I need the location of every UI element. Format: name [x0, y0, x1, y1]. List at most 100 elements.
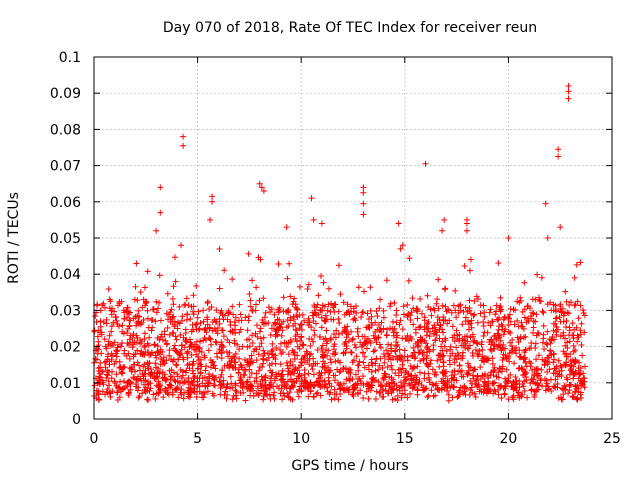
data-point — [577, 364, 584, 371]
data-point — [507, 371, 514, 378]
data-point — [184, 354, 191, 361]
data-point — [180, 395, 187, 402]
y-tick-label: 0.05 — [50, 231, 81, 247]
data-point — [287, 317, 294, 324]
data-point — [190, 303, 197, 310]
data-point — [307, 342, 314, 349]
data-point — [529, 329, 536, 336]
data-point — [552, 320, 559, 327]
data-point — [555, 153, 562, 160]
data-point — [394, 341, 401, 348]
data-point — [137, 321, 144, 328]
data-point — [147, 385, 154, 392]
data-point — [226, 349, 233, 356]
data-point — [367, 284, 374, 291]
data-point — [474, 319, 481, 326]
data-point — [327, 356, 334, 363]
data-point — [167, 384, 174, 391]
data-point — [236, 329, 243, 336]
data-point — [284, 362, 291, 369]
data-point — [488, 369, 495, 376]
data-point — [313, 378, 320, 385]
data-point — [444, 307, 451, 314]
data-point — [285, 368, 292, 375]
data-point — [114, 341, 121, 348]
data-point — [417, 296, 424, 303]
data-point — [293, 311, 300, 318]
data-point — [134, 359, 141, 366]
data-point — [354, 328, 361, 335]
data-point — [397, 317, 404, 324]
data-point — [405, 371, 412, 378]
data-point — [258, 340, 265, 347]
y-tick-label: 0.08 — [50, 122, 81, 138]
data-point — [304, 380, 311, 387]
data-point — [576, 371, 583, 378]
data-point — [509, 394, 516, 401]
data-point — [428, 312, 435, 319]
data-point — [323, 327, 330, 334]
data-point — [497, 337, 504, 344]
data-point — [290, 382, 297, 389]
data-point — [396, 346, 403, 353]
data-point — [444, 388, 451, 395]
data-point — [246, 343, 253, 350]
data-point — [378, 329, 385, 336]
data-point — [253, 346, 260, 353]
data-point — [201, 374, 208, 381]
data-point — [218, 349, 225, 356]
data-point — [319, 342, 326, 349]
data-point — [310, 338, 317, 345]
data-point — [557, 318, 564, 325]
data-point — [505, 235, 512, 241]
data-point — [440, 352, 447, 359]
data-point — [154, 343, 161, 350]
data-point — [265, 320, 272, 327]
data-point — [383, 331, 390, 338]
data-point — [474, 340, 481, 347]
data-point — [434, 386, 441, 393]
data-point — [281, 392, 288, 399]
data-point — [205, 380, 212, 387]
data-point — [335, 357, 342, 364]
data-point — [381, 353, 388, 360]
data-point — [170, 301, 177, 308]
data-point — [317, 307, 324, 314]
data-point — [366, 338, 373, 345]
data-point — [253, 301, 260, 308]
data-point — [557, 224, 564, 231]
data-point — [406, 380, 413, 387]
data-point — [380, 314, 387, 321]
data-point — [572, 347, 579, 354]
data-point — [194, 314, 201, 321]
data-point — [93, 356, 100, 363]
data-point — [512, 306, 519, 313]
data-point — [210, 362, 217, 369]
y-tick-label: 0 — [72, 412, 81, 428]
data-point — [395, 372, 402, 379]
data-point — [508, 382, 515, 389]
x-tick-label: 15 — [396, 431, 414, 447]
data-point — [254, 385, 261, 392]
data-point — [436, 363, 443, 370]
data-point — [245, 313, 252, 320]
data-point — [354, 362, 361, 369]
data-point — [168, 306, 175, 313]
data-point — [512, 373, 519, 380]
data-point — [209, 193, 216, 200]
data-point — [295, 364, 302, 371]
data-point — [351, 341, 358, 348]
data-point — [328, 300, 335, 307]
data-point — [327, 335, 334, 342]
data-point — [245, 317, 252, 324]
data-point — [516, 347, 523, 354]
data-point — [393, 311, 400, 318]
data-point — [460, 308, 467, 315]
data-point — [156, 386, 163, 393]
data-point — [388, 374, 395, 381]
data-point — [257, 335, 264, 342]
data-point — [480, 383, 487, 390]
data-point — [541, 345, 548, 352]
data-point — [366, 325, 373, 332]
data-point — [563, 359, 570, 366]
